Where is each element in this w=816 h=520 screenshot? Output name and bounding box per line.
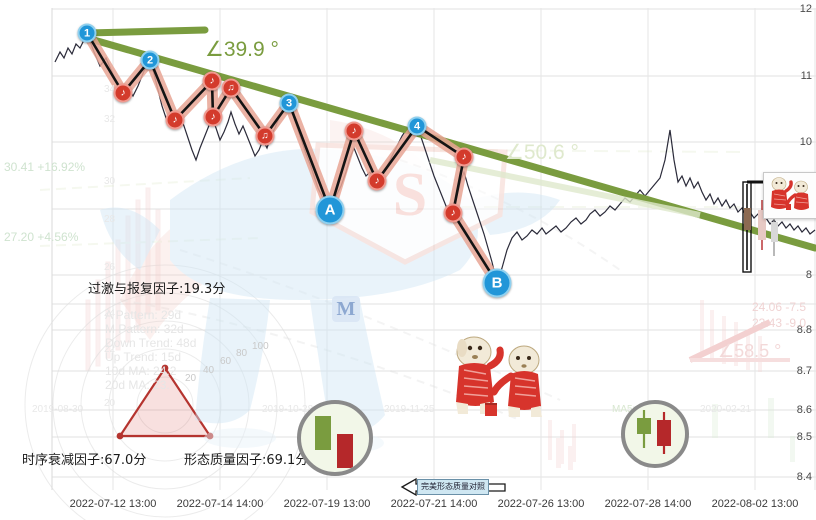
pattern-subnode[interactable]: ♪ [454,147,474,167]
radar-tick: 100 [252,341,269,352]
x-tick: 2022-07-19 13:00 [283,498,371,510]
watermark-date: 2019-08-30 [32,404,84,415]
pattern-subnode[interactable]: ♪ [344,121,364,141]
pattern-subnode[interactable]: ♪ [443,203,463,223]
y-tick: 8.5 [796,431,812,443]
hero-letter: S [393,161,427,229]
y-tick: 12 [799,3,812,15]
pattern-subnode[interactable]: ♫ [255,126,275,146]
score-label-time-decay: 时序衰减因子:67.0分 [22,453,147,468]
tooltip-mascot-figures [771,177,809,210]
pattern-subnode[interactable]: ♪ [202,71,222,91]
watermark-date: 2019-10-28 [262,404,314,415]
pattern-subnode[interactable]: ♪ [367,171,387,191]
watermark-legend-item: M Pattern: 32d [105,322,184,336]
y-tick: 11 [800,70,812,82]
watermark-scale-tick: 20 [104,398,116,409]
badge-candles [637,410,671,454]
watermark-scale-tick: 30 [104,176,116,187]
x-tick: 2022-08-02 13:00 [711,498,799,510]
score-label-pattern-quality: 形态质量因子:69.1分 [184,453,309,468]
watermark-legend-item: A Pattern: 29d [105,308,182,322]
x-tick: 2022-07-14 14:00 [176,498,264,510]
angle-label-secondary: ∠50.6 ° [505,141,579,164]
pattern-subnode[interactable]: ♪ [203,107,223,127]
angle-label-primary: ∠39.9 ° [205,38,279,61]
pattern-subnode[interactable]: ♫ [221,78,241,98]
y-tick: 10 [799,136,812,148]
watermark-date: 2020-02-21 [700,404,752,415]
watermark-scale-tick: 32 [104,114,116,125]
pattern-node-3[interactable]: 3 [279,93,299,113]
y-tick: 8 [805,269,812,281]
m-logo-letter: M [336,297,356,320]
radar-tick: 40 [203,365,215,376]
watermark-scale-tick: 24 [104,308,116,319]
watermark-scale-tick: 22 [104,344,116,355]
m-logo-watermark: M [332,296,360,322]
watermark-scale-tick: 34 [104,84,116,95]
x-tick: 2022-07-28 14:00 [604,498,692,510]
x-tick: 2022-07-12 13:00 [69,498,157,510]
score-label-excess: 过激与报复因子:19.3分 [88,282,226,297]
pattern-node-1[interactable]: 1 [77,23,97,43]
badge-candles [315,416,353,468]
watermark-scale-tick: 26 [104,262,116,273]
watermark-legend-item: Down Trend: 48d [105,336,197,350]
watermark-legend-item: 10d MA: 24.2 [105,364,177,378]
pattern-node-a[interactable]: A [315,195,345,225]
watermark-price-left: 30.41 +16.92% [4,160,86,174]
badge-pattern-left[interactable] [297,400,373,476]
watermark-price-right: 24.06 -7.5 [752,300,807,314]
pattern-subnode[interactable]: ♪ [165,110,185,130]
y-tick: 8.6 [796,404,812,416]
watermark-price-right: 23.43 -9.0 [752,316,807,330]
watermark-legend-item: 20d MA: 23. [105,378,170,392]
y-tick: 8.4 [796,471,812,483]
radar-tick: 60 [220,356,232,367]
watermark-price-left: 27.20 +4.56% [4,230,79,244]
x-tick: 2022-07-21 14:00 [390,498,478,510]
callout-label[interactable]: 完美形态质量对照 [417,479,489,495]
radar-tick: 80 [236,348,248,359]
angle-label-tertiary: ∠58.5 ° [718,341,782,361]
pattern-node-b[interactable]: B [482,268,512,298]
mascot-figures-center [456,336,542,417]
watermark-legend-item: Up Trend: 15d [105,350,182,364]
y-tick: 8.8 [796,324,812,336]
watermark-date: 2019-11-25 [384,404,435,415]
watermark-scale-tick: 28 [104,214,116,225]
x-tick: 2022-07-26 13:00 [497,498,585,510]
mascot-tooltip[interactable] [763,172,816,219]
pattern-node-2[interactable]: 2 [140,50,160,70]
pattern-subnode[interactable]: ♪ [113,83,133,103]
radar-tick: 20 [185,373,197,384]
pattern-node-4[interactable]: 4 [407,116,427,136]
badge-pattern-right[interactable] [621,400,689,468]
y-tick: 8.7 [796,365,812,377]
